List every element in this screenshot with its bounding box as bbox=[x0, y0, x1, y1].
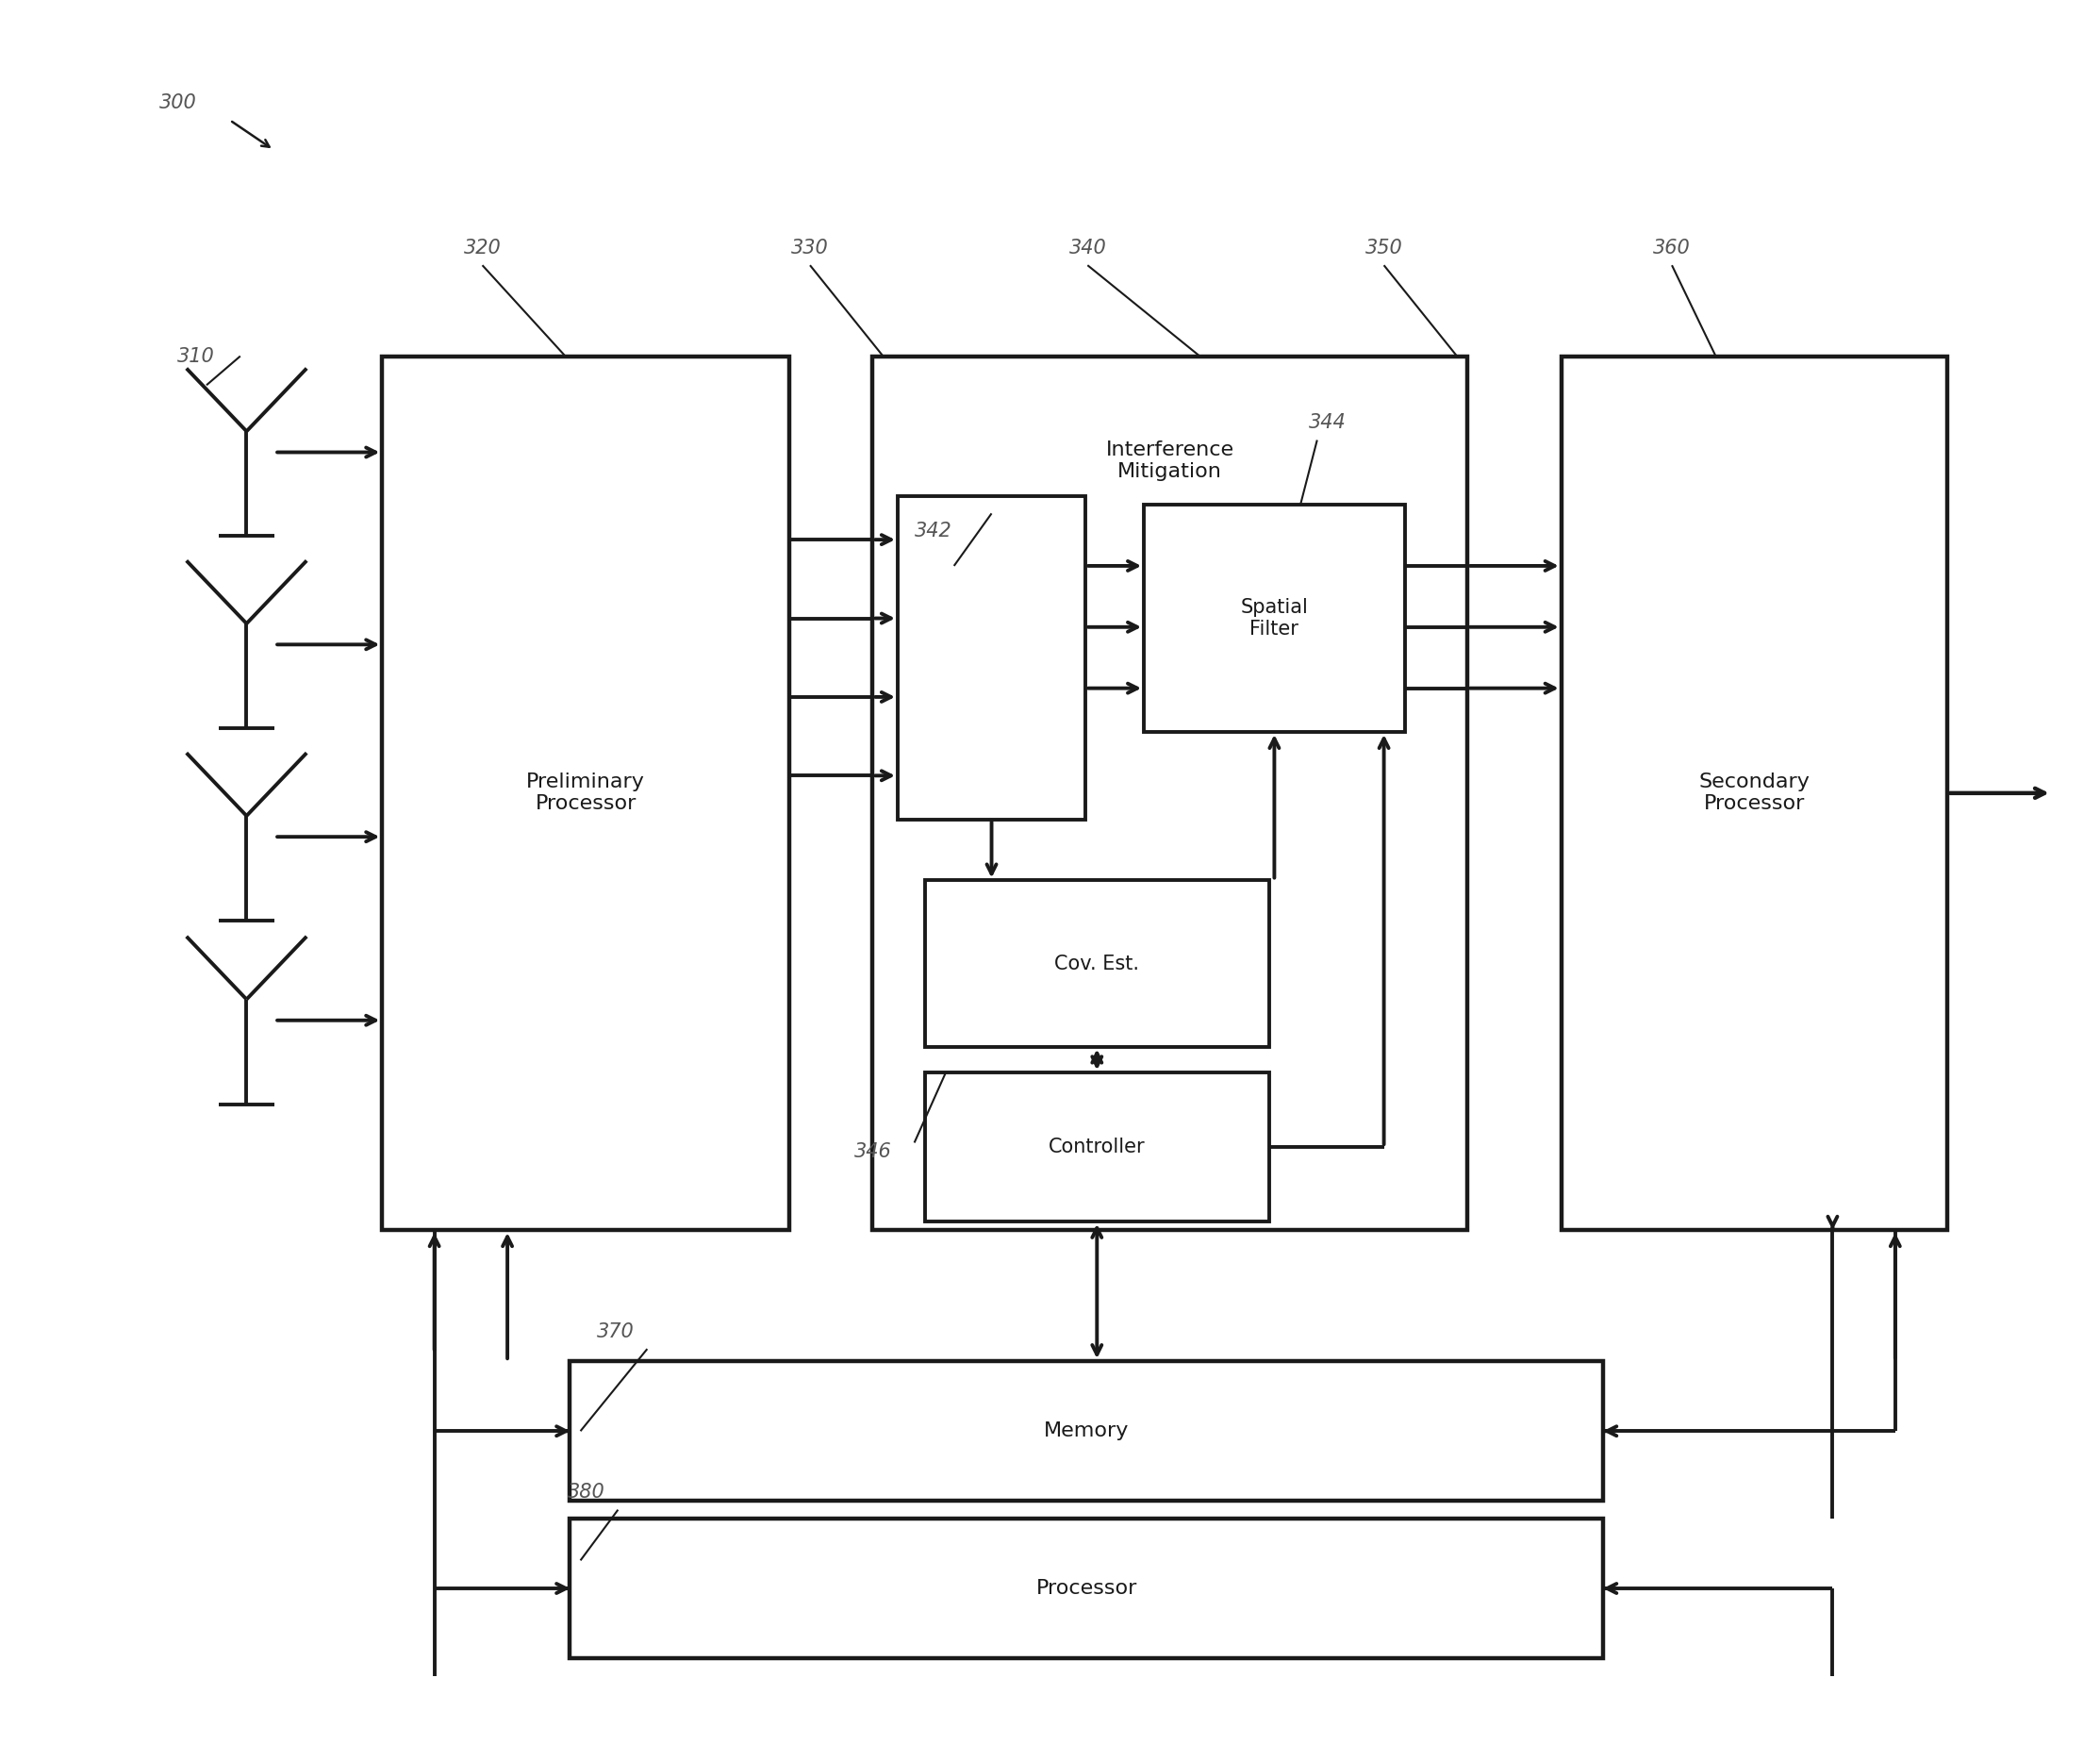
Text: 380: 380 bbox=[567, 1483, 605, 1502]
Text: Preliminary
Processor: Preliminary Processor bbox=[527, 773, 645, 814]
Text: Spatial
Filter: Spatial Filter bbox=[1241, 599, 1308, 639]
Text: 340: 340 bbox=[1069, 238, 1107, 257]
Bar bbox=[1145, 505, 1405, 733]
Text: Processor: Processor bbox=[1035, 1580, 1136, 1597]
Text: 350: 350 bbox=[1365, 238, 1403, 257]
Bar bbox=[924, 1072, 1268, 1222]
Text: 320: 320 bbox=[464, 238, 502, 257]
Bar bbox=[569, 1361, 1602, 1500]
Bar bbox=[1560, 356, 1947, 1231]
Text: 370: 370 bbox=[596, 1323, 634, 1340]
Text: 360: 360 bbox=[1653, 238, 1691, 257]
Text: 342: 342 bbox=[914, 521, 951, 541]
Text: Interference
Mitigation: Interference Mitigation bbox=[1107, 440, 1235, 481]
Text: 330: 330 bbox=[792, 238, 830, 257]
Bar bbox=[897, 497, 1086, 819]
Text: 300: 300 bbox=[160, 93, 197, 113]
Text: 344: 344 bbox=[1308, 414, 1346, 431]
Text: 346: 346 bbox=[855, 1141, 890, 1160]
Text: Memory: Memory bbox=[1044, 1421, 1130, 1440]
Bar bbox=[874, 356, 1468, 1231]
Bar bbox=[924, 880, 1268, 1046]
Text: Controller: Controller bbox=[1048, 1138, 1144, 1157]
Text: 310: 310 bbox=[179, 347, 214, 366]
Bar bbox=[569, 1518, 1602, 1659]
Text: Cov. Est.: Cov. Est. bbox=[1054, 954, 1140, 974]
Bar bbox=[382, 356, 790, 1231]
Text: Secondary
Processor: Secondary Processor bbox=[1699, 773, 1810, 814]
